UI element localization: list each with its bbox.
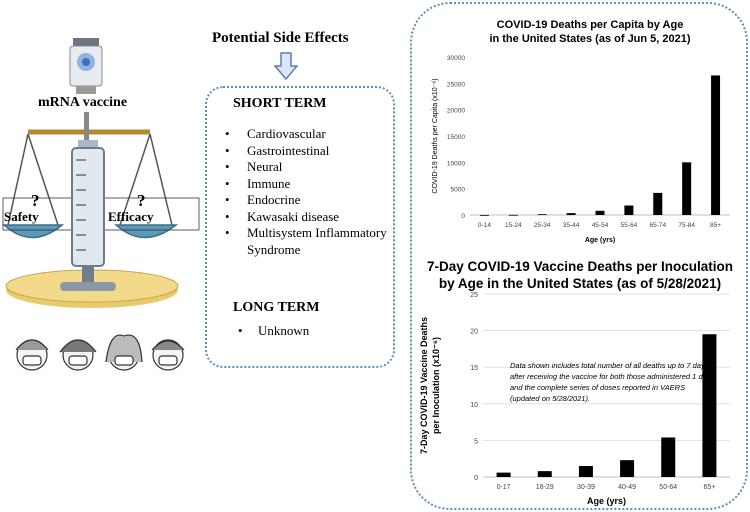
x-tick-label: 65+ <box>703 484 715 491</box>
bar <box>653 192 663 215</box>
chart2-title: 7-Day COVID-19 Vaccine Deaths per Inocul… <box>415 258 745 292</box>
long-term-title: LONG TERM <box>233 300 320 315</box>
y-tick-label: 0 <box>461 213 465 220</box>
bar <box>496 472 511 477</box>
charts-box <box>410 2 748 510</box>
down-arrow-icon <box>274 52 298 80</box>
y-axis-label: 7-Day COVID-19 Vaccine Deaths <box>419 317 429 454</box>
y-tick-label: 5 <box>474 438 478 445</box>
bar <box>566 213 576 215</box>
bar <box>595 210 605 215</box>
x-tick-label: 25-34 <box>534 222 551 229</box>
short-term-item: Neural <box>225 159 395 176</box>
x-tick-label: 35-44 <box>563 222 580 229</box>
bar <box>578 466 593 477</box>
long-term-item: Unknown <box>238 323 309 339</box>
vaccine-label: mRNA vaccine <box>38 95 128 110</box>
short-term-item: Gastrointestinal <box>225 143 395 160</box>
x-tick-label: 75-84 <box>678 222 695 229</box>
bar <box>508 214 518 216</box>
bar <box>682 162 692 215</box>
scale-icon <box>2 129 200 239</box>
bar <box>711 75 721 215</box>
x-tick-label: 15-24 <box>505 222 522 229</box>
short-term-item: Endocrine <box>225 192 395 209</box>
bar <box>661 437 676 477</box>
x-tick-label: 18-29 <box>536 484 554 491</box>
x-tick-label: 50-64 <box>659 484 677 491</box>
short-term-list: CardiovascularGastrointestinalNeuralImmu… <box>225 126 395 258</box>
bar <box>479 214 489 216</box>
syringe-icon <box>60 112 116 291</box>
x-tick-label: 0-17 <box>497 484 511 491</box>
y-tick-label: 30000 <box>447 55 465 62</box>
masked-children-icon <box>15 334 185 371</box>
x-axis-label: Age (yrs) <box>585 237 615 244</box>
chart1-title-line: in the United States (as of Jun 5, 2021) <box>489 33 691 45</box>
x-tick-label: 40-49 <box>618 484 636 491</box>
safety-label: Safety <box>4 209 39 224</box>
y-tick-label: 25 <box>470 292 478 299</box>
chart1-deaths-per-capita: 0 5000 10000 15000 20000 25000 30000 0-14 15-24 2… <box>432 55 730 244</box>
x-tick-label: 45-54 <box>592 222 609 229</box>
x-tick-label: 0-14 <box>478 222 491 229</box>
chart1-title-line: COVID-19 Deaths per Capita by Age <box>496 19 684 31</box>
vaccine-balance-illustration <box>2 38 200 371</box>
short-term-item: Immune <box>225 176 395 193</box>
y-tick-label: 25000 <box>447 81 465 88</box>
y-tick-label: 20000 <box>447 108 465 115</box>
long-term-list: Unknown <box>238 323 309 339</box>
bar <box>620 460 635 477</box>
bar <box>537 471 552 477</box>
question-mark-left: ? <box>31 191 40 210</box>
y-tick-label: 0 <box>474 475 478 482</box>
short-term-item: Kawasaki disease <box>225 209 395 226</box>
vaccine-vial-icon <box>69 38 103 94</box>
y-tick-label: 20 <box>470 329 478 336</box>
efficacy-label: Efficacy <box>108 209 154 224</box>
short-term-title: SHORT TERM <box>233 96 327 111</box>
x-tick-label: 55-64 <box>621 222 638 229</box>
x-tick-label: 30-39 <box>577 484 595 491</box>
short-term-item: Cardiovascular <box>225 126 395 143</box>
y-tick-label: 10000 <box>447 160 465 167</box>
question-mark-right: ? <box>137 191 146 210</box>
y-tick-label: 5000 <box>451 187 466 194</box>
bar <box>537 214 547 216</box>
y-tick-label: 10 <box>470 402 478 409</box>
side-effects-title: Potential Side Effects <box>212 30 349 46</box>
bar <box>624 205 634 215</box>
chart2-annotation: Data shown includes total number of all … <box>510 361 715 403</box>
x-axis-label: Age (yrs) <box>587 496 626 506</box>
short-term-item: Multisystem Inflammatory Syndrome <box>225 225 395 258</box>
y-axis-label: COVID-19 Deaths per Capita (x10⁻⁶) <box>432 78 439 193</box>
chart2-title-line: 7-Day COVID-19 Vaccine Deaths per Inocul… <box>426 259 734 274</box>
y-tick-label: 15000 <box>447 134 465 141</box>
y-tick-label: 15 <box>470 365 478 372</box>
chart2-vaccine-deaths: 0 5 10 15 20 25 0-17 18-29 30-39 40-49 50-64 65+ Age… <box>419 292 730 506</box>
bar <box>702 334 717 477</box>
chart1-title: COVID-19 Deaths per Capita by Age in the… <box>470 18 710 46</box>
chart2-title-line: by Age in the United States (as of 5/28/… <box>438 276 722 291</box>
y-axis-label: per Inoculation (x10⁻⁶) <box>431 337 441 434</box>
x-tick-label: 85+ <box>710 222 721 229</box>
x-tick-label: 65-74 <box>649 222 666 229</box>
